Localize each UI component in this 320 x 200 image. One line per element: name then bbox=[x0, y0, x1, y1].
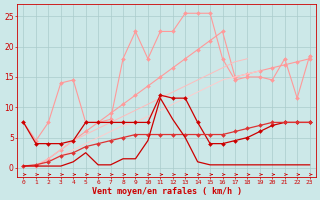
X-axis label: Vent moyen/en rafales ( km/h ): Vent moyen/en rafales ( km/h ) bbox=[92, 187, 242, 196]
